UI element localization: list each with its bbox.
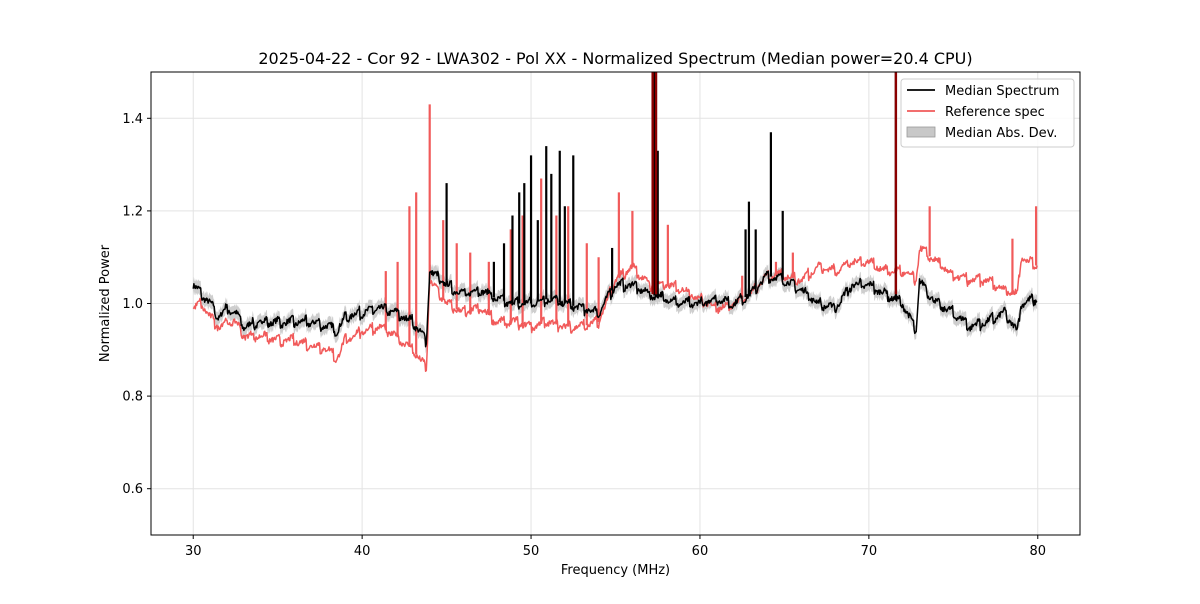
y-tick-label: 1.0 xyxy=(122,297,143,312)
series-layer xyxy=(192,72,1038,373)
median-spectrum-line xyxy=(192,270,1038,348)
chart-title: 2025-04-22 - Cor 92 - LWA302 - Pol XX - … xyxy=(258,49,972,68)
legend-label-reference: Reference spec xyxy=(945,105,1045,120)
y-tick-label: 0.6 xyxy=(122,482,143,497)
legend-label-mad: Median Abs. Dev. xyxy=(945,126,1057,141)
x-tick-label: 60 xyxy=(692,544,709,559)
y-tick-label: 1.4 xyxy=(122,112,143,127)
legend-box xyxy=(900,78,1075,148)
x-tick-label: 40 xyxy=(354,544,371,559)
x-axis-label: Frequency (MHz) xyxy=(561,563,670,578)
legend: Median Spectrum Reference spec Median Ab… xyxy=(900,78,1075,148)
y-tick-label: 1.2 xyxy=(122,204,143,219)
legend-swatch-mad xyxy=(906,126,936,138)
x-tick-label: 70 xyxy=(861,544,878,559)
axis-ticks: 30 40 50 60 70 80 0.6 0.8 1.0 1.2 1.4 xyxy=(122,112,1046,559)
y-tick-label: 0.8 xyxy=(122,390,143,405)
x-tick-label: 80 xyxy=(1029,544,1046,559)
x-tick-label: 30 xyxy=(185,544,202,559)
x-tick-label: 50 xyxy=(523,544,540,559)
legend-label-median: Median Spectrum xyxy=(945,84,1059,99)
y-axis-label: Normalized Power xyxy=(98,244,113,362)
